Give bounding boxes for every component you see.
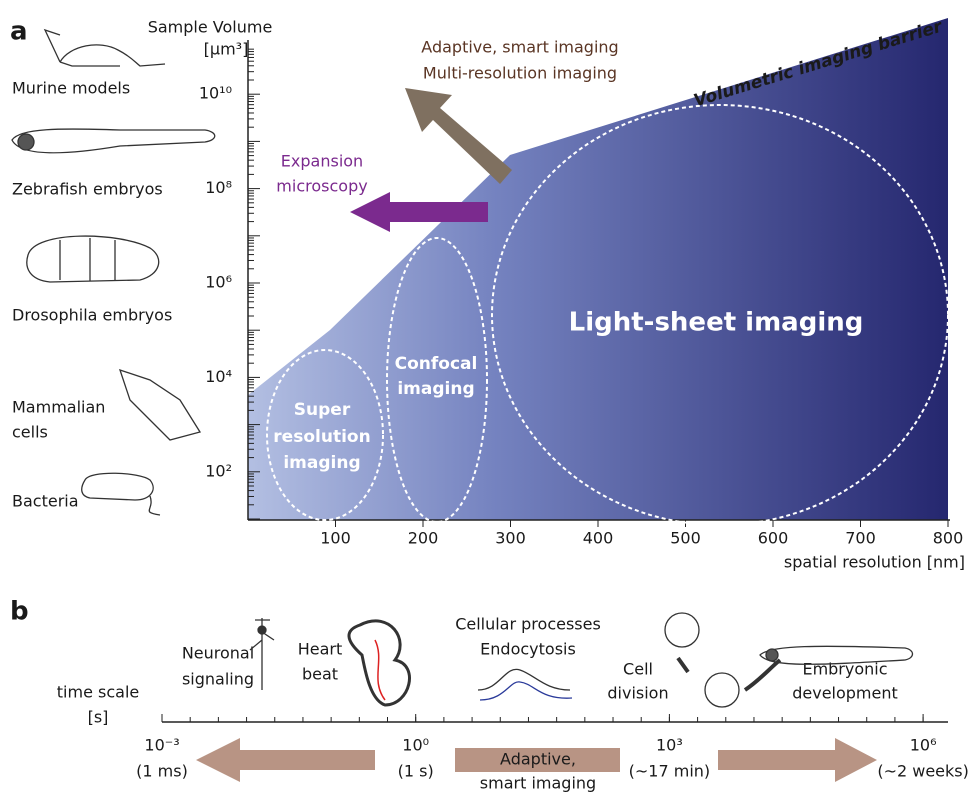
event-label: Cell — [623, 660, 653, 679]
axis-unit: [s] — [88, 708, 109, 727]
event-label: Endocytosis — [480, 640, 576, 659]
event-label: signaling — [182, 670, 254, 689]
region-label: Light-sheet imaging — [569, 308, 864, 338]
time-tick-label: (1 ms) — [136, 762, 188, 781]
axis-title: time scale — [57, 683, 139, 702]
time-tick-label: 10⁶ — [910, 736, 937, 755]
arrow-label: Expansion — [281, 152, 363, 171]
region-label: Super — [294, 400, 351, 420]
axis-unit: [µm³] — [204, 40, 249, 59]
organism-label: Drosophila embryos — [12, 306, 172, 325]
x-tick-label: 500 — [670, 529, 701, 548]
x-tick-label: 400 — [583, 529, 614, 548]
x-tick-label: 200 — [408, 529, 439, 548]
arrow-label: microscopy — [276, 177, 367, 196]
x-tick-label: 300 — [495, 529, 526, 548]
axis-title: spatial resolution [nm] — [784, 553, 965, 572]
y-tick-label: 10¹⁰ — [199, 84, 232, 103]
event-label: development — [792, 684, 898, 703]
arrow — [196, 738, 375, 782]
organism-icons — [12, 30, 215, 515]
arrow-label: Adaptive, smart imaging — [421, 38, 618, 57]
x-tick-label: 800 — [933, 529, 964, 548]
arrow-label: smart imaging — [480, 774, 596, 793]
panel-label: b — [10, 597, 29, 627]
arrow — [718, 738, 877, 782]
time-tick-label: 10³ — [656, 736, 683, 755]
organism-label: Zebrafish embryos — [12, 180, 163, 199]
x-tick-label: 600 — [758, 529, 789, 548]
arrow-label: Multi-resolution imaging — [423, 64, 617, 83]
arrow — [405, 88, 512, 184]
arrow-label: Adaptive, — [500, 750, 576, 769]
time-tick-label: (~2 weeks) — [877, 762, 969, 781]
region-label: imaging — [283, 453, 360, 473]
y-tick-label: 10⁶ — [205, 273, 232, 292]
region-label: imaging — [397, 379, 474, 399]
x-ticks: 100 200 300 400 500 600 700 800 — [320, 520, 963, 548]
panel-label: a — [10, 17, 28, 47]
y-tick-label: 10⁴ — [205, 367, 232, 386]
organism-label: cells — [12, 423, 48, 442]
event-label: Heart — [298, 640, 343, 659]
time-tick-label: (~17 min) — [629, 762, 711, 781]
organism-label: Murine models — [12, 79, 130, 98]
event-label: division — [607, 684, 668, 703]
event-label: Cellular processes — [455, 615, 601, 634]
time-tick-label: 10⁰ — [402, 736, 429, 755]
organism-label: Mammalian — [12, 398, 105, 417]
organism-label: Bacteria — [12, 492, 79, 511]
event-label: beat — [302, 665, 338, 684]
x-tick-label: 100 — [320, 529, 351, 548]
x-tick-label: 700 — [845, 529, 876, 548]
time-tick-label: 10⁻³ — [144, 736, 179, 755]
y-tick-label: 10² — [205, 462, 232, 481]
event-label: Neuronal — [182, 644, 254, 663]
y-tick-label: 10⁸ — [205, 178, 232, 197]
region-label: Confocal — [395, 354, 478, 374]
figure: a Sample Volume [µm³] 100 200 300 400 500 600… — [0, 0, 971, 794]
time-tick-label: (1 s) — [398, 762, 434, 781]
region-label: resolution — [273, 427, 370, 447]
axis-title: Sample Volume — [148, 18, 273, 37]
